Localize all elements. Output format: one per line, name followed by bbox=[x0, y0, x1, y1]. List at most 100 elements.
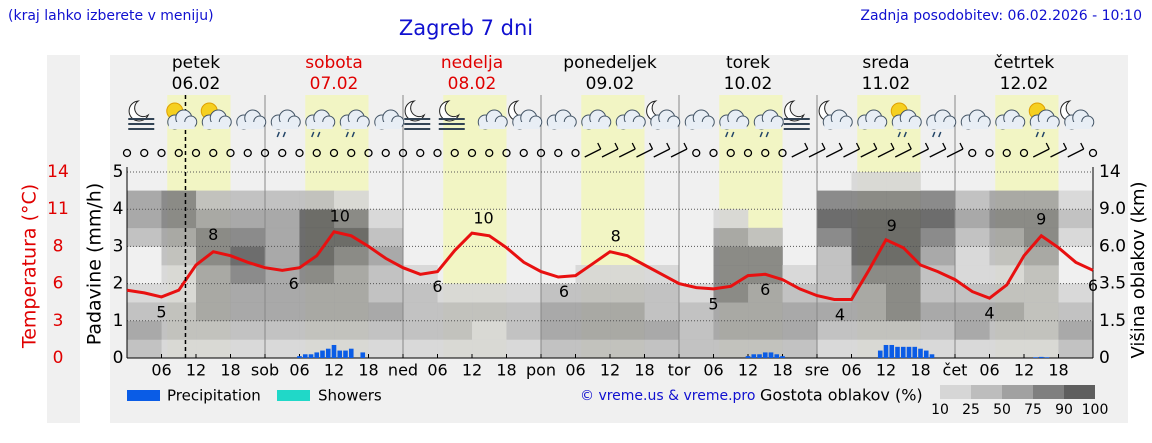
cloud-cell bbox=[196, 246, 231, 266]
icon-part bbox=[351, 131, 355, 138]
weather-icon bbox=[166, 102, 198, 130]
wind-calm bbox=[329, 148, 339, 158]
cloud-cell bbox=[920, 339, 956, 359]
icon-part bbox=[168, 122, 195, 129]
wind-calm bbox=[398, 148, 408, 158]
cloud-cell bbox=[886, 172, 921, 191]
wind-barb bbox=[653, 142, 671, 158]
wind-calm bbox=[467, 148, 477, 158]
wind-calm bbox=[260, 148, 270, 158]
cloud-cell bbox=[1024, 190, 1059, 210]
temp-tick-label: 14 bbox=[47, 162, 69, 182]
cloud-cell bbox=[955, 302, 990, 322]
cloud-cell bbox=[196, 190, 231, 210]
weather-icon bbox=[646, 100, 681, 130]
x-tick-label: sob bbox=[251, 361, 279, 380]
wind-calm bbox=[726, 148, 735, 158]
precip-bar bbox=[1044, 357, 1050, 358]
day-date: 07.02 bbox=[310, 74, 359, 94]
cloud-cell bbox=[851, 265, 887, 284]
weather-icon bbox=[270, 109, 301, 138]
temp-tick-label: 6 bbox=[53, 274, 64, 294]
x-tick-label: 12 bbox=[600, 361, 620, 380]
cloud-cell bbox=[127, 339, 162, 359]
precip-bar bbox=[320, 350, 325, 358]
cloud-cell bbox=[541, 283, 576, 303]
cloud-cell bbox=[575, 320, 611, 340]
cloud-cell bbox=[161, 320, 197, 340]
cloud-cell bbox=[886, 227, 921, 247]
temp-tick-label: 8 bbox=[53, 236, 64, 256]
temp-label: 10 bbox=[330, 207, 350, 226]
cloud-cell bbox=[989, 283, 1025, 303]
weather-icon bbox=[438, 100, 465, 130]
cloud-cell bbox=[989, 302, 1025, 322]
icon-part bbox=[755, 122, 782, 129]
precip-bar bbox=[360, 352, 366, 358]
cloud-cell bbox=[851, 302, 887, 322]
cloud-cell bbox=[851, 190, 887, 210]
cloud-cell bbox=[472, 339, 507, 359]
x-tick-label: 12 bbox=[1014, 361, 1034, 380]
precip-bar bbox=[895, 346, 900, 358]
day-name: sobota bbox=[305, 53, 363, 73]
wind-calm bbox=[571, 148, 580, 158]
cloud-cell bbox=[541, 320, 576, 340]
icon-part bbox=[996, 122, 1023, 129]
cloud-cell bbox=[196, 320, 231, 340]
precip-bar bbox=[883, 344, 889, 358]
icon-part bbox=[237, 122, 264, 129]
wind-calm bbox=[450, 148, 459, 158]
cloud-cell bbox=[265, 339, 300, 359]
precip-bar bbox=[906, 346, 912, 358]
weather-icon bbox=[818, 100, 853, 130]
cloud-cell bbox=[1058, 283, 1094, 303]
wind-calm bbox=[209, 148, 218, 158]
icon-part bbox=[938, 131, 942, 138]
cloud-cell bbox=[748, 246, 783, 266]
cloud-cell bbox=[368, 265, 404, 284]
page-title: Zagreb 7 dni bbox=[399, 16, 533, 40]
cloud-cell bbox=[437, 339, 473, 359]
precip-bar bbox=[768, 352, 774, 358]
wind-calm bbox=[1088, 148, 1098, 158]
cloud-cell bbox=[437, 320, 473, 340]
cloud-cell bbox=[1058, 339, 1094, 359]
icon-part bbox=[720, 122, 747, 129]
density-tick-label: 90 bbox=[1055, 402, 1073, 418]
cloud-cell bbox=[1024, 320, 1059, 340]
icon-part bbox=[1035, 131, 1039, 138]
weather-icon bbox=[339, 109, 370, 138]
cloud-cell bbox=[368, 209, 404, 229]
x-tick-label: 06 bbox=[703, 361, 723, 380]
cloud-cell bbox=[265, 320, 300, 340]
cloud-cell bbox=[127, 209, 162, 229]
icon-part bbox=[962, 122, 989, 129]
day-name: četrtek bbox=[994, 53, 1055, 73]
wind-barb bbox=[808, 142, 826, 158]
icon-part bbox=[1041, 131, 1045, 138]
icon-part bbox=[932, 131, 936, 138]
cloud-cell bbox=[955, 190, 990, 210]
temp-label: 6 bbox=[432, 277, 442, 296]
cloud-cell bbox=[989, 246, 1025, 266]
temp-label: 9 bbox=[1036, 209, 1046, 228]
cloud-cell bbox=[161, 227, 197, 247]
wind-calm bbox=[191, 148, 201, 158]
precip-bar bbox=[1033, 357, 1038, 358]
density-swatch bbox=[1033, 385, 1064, 399]
cloud-cell bbox=[368, 339, 404, 359]
icon-part bbox=[731, 131, 735, 138]
x-tick-label: 06 bbox=[841, 361, 861, 380]
icon-part bbox=[548, 122, 575, 129]
cloud-cell bbox=[851, 172, 887, 191]
wind-barb bbox=[584, 142, 602, 158]
cloud-cell bbox=[782, 302, 818, 322]
cloud-cell bbox=[230, 265, 266, 284]
x-tick-label: 12 bbox=[876, 361, 896, 380]
wind-calm bbox=[692, 148, 701, 158]
weather-icon bbox=[783, 100, 810, 130]
density-tick-label: 50 bbox=[993, 402, 1011, 418]
cloud-cell bbox=[817, 339, 852, 359]
wind-calm bbox=[485, 148, 494, 158]
